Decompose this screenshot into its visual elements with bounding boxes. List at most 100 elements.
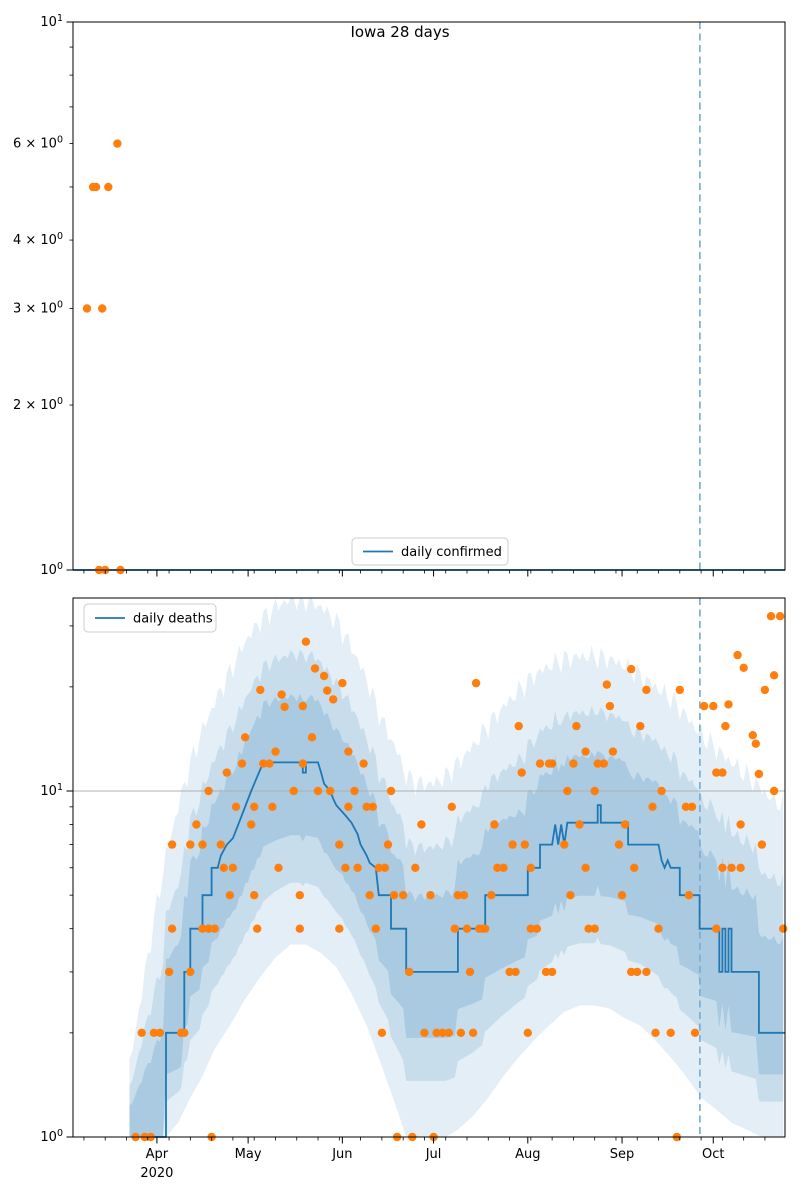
scatter-point xyxy=(383,840,393,849)
scatter-point xyxy=(614,840,624,849)
scatter-point xyxy=(775,612,785,621)
scatter-point xyxy=(602,680,611,689)
scatter-point xyxy=(353,863,362,872)
scatter-point xyxy=(344,802,353,811)
scatter-point xyxy=(468,1028,478,1038)
scatter-point xyxy=(736,863,745,872)
scatter-point xyxy=(617,891,627,900)
scatter-point xyxy=(274,863,283,872)
scatter-point xyxy=(508,840,517,849)
scatter-point xyxy=(642,967,651,977)
x-tick-label: Sep xyxy=(610,1147,635,1162)
y-tick-label: 101 xyxy=(40,782,63,799)
scatter-point xyxy=(250,802,259,811)
scatter-point xyxy=(724,700,733,709)
scatter-point xyxy=(712,768,721,777)
scatter-point xyxy=(277,690,286,699)
legend-box xyxy=(351,537,509,566)
scatter-point xyxy=(137,1028,146,1038)
scatter-point xyxy=(265,759,274,768)
y-tick-label: 6 × 100 xyxy=(13,135,63,152)
scatter-point xyxy=(769,671,779,680)
scatter-point xyxy=(380,863,390,872)
scatter-point xyxy=(636,721,645,731)
scatter-point xyxy=(675,685,684,695)
scatter-point xyxy=(198,840,207,849)
scatter-point xyxy=(766,612,776,621)
scatter-point xyxy=(599,759,608,768)
scatter-point xyxy=(91,182,101,192)
scatter-point xyxy=(149,1028,159,1038)
scatter-point xyxy=(280,702,289,712)
scatter-point xyxy=(204,786,213,796)
y-tick-label: 2 × 100 xyxy=(13,396,63,413)
y-axis-ticks: 101 100 6 × 100 4 × 100 3 × 100 2 × 100 xyxy=(13,13,73,578)
scatter-point xyxy=(666,1028,675,1038)
scatter-point xyxy=(167,840,177,849)
axes-box xyxy=(72,21,786,571)
scatter-point xyxy=(481,924,490,933)
scatter-point xyxy=(760,685,770,695)
scatter-point xyxy=(471,678,481,688)
scatter-point xyxy=(733,650,742,660)
scatter-point xyxy=(456,1028,466,1038)
daily-confirmed-scatter xyxy=(82,139,125,575)
scatter-point xyxy=(164,967,174,977)
scatter-point xyxy=(605,701,615,711)
scatter-point xyxy=(335,840,344,849)
scatter-point xyxy=(590,786,599,796)
scatter-point xyxy=(228,863,238,872)
scatter-point xyxy=(377,1028,387,1038)
scatter-point xyxy=(298,759,307,768)
scatter-point xyxy=(593,759,602,768)
scatter-point xyxy=(259,759,268,768)
scatter-point xyxy=(718,768,727,777)
scatter-point xyxy=(341,863,350,872)
scatter-point xyxy=(268,802,277,811)
scatter-point xyxy=(560,840,569,849)
scatter-point xyxy=(240,733,250,742)
scatter-point xyxy=(298,701,307,711)
scatter-point xyxy=(709,701,718,711)
scatter-point xyxy=(444,1028,453,1038)
scatter-point xyxy=(779,924,788,933)
scatter-point xyxy=(541,967,551,977)
scatter-point xyxy=(572,721,581,731)
top-chart: 101 100 6 × 100 4 × 100 3 × 100 2 × 100 daily … xyxy=(13,13,786,578)
scatter-point xyxy=(608,747,618,756)
scatter-point xyxy=(365,891,374,900)
scatter-point xyxy=(399,891,408,900)
scatter-point xyxy=(389,891,399,900)
y-tick-label: 101 xyxy=(40,13,63,30)
scatter-point xyxy=(517,768,526,777)
scatter-point xyxy=(204,924,213,933)
scatter-point xyxy=(523,1028,532,1038)
scatter-point xyxy=(250,891,259,900)
scatter-point xyxy=(754,769,764,779)
scatter-point xyxy=(192,820,201,829)
scatter-point xyxy=(520,840,529,849)
confidence-band xyxy=(129,693,784,1137)
scatter-point xyxy=(426,891,435,900)
scatter-point xyxy=(630,863,639,872)
scatter-point xyxy=(180,1028,189,1038)
y-tick-label: 100 xyxy=(40,561,63,578)
scatter-point xyxy=(362,802,371,811)
scatter-point xyxy=(627,664,636,674)
scatter-point xyxy=(344,747,353,756)
scatter-point xyxy=(289,786,298,796)
scatter-point xyxy=(271,747,280,756)
scatter-point xyxy=(769,786,779,796)
scatter-point xyxy=(718,863,727,872)
scatter-point xyxy=(535,759,545,768)
scatter-point xyxy=(505,967,514,977)
daily-deaths-scatter xyxy=(131,612,788,1142)
scatter-point xyxy=(514,721,523,731)
scatter-point xyxy=(374,863,383,872)
scatter-point xyxy=(237,759,247,768)
scatter-point xyxy=(386,786,396,796)
scatter-point xyxy=(584,924,593,933)
confidence-band xyxy=(129,597,784,1137)
